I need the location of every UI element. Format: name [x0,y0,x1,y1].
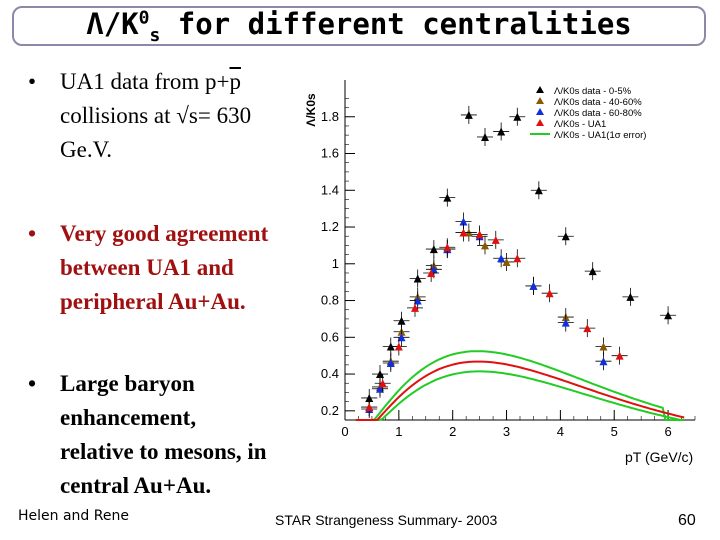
data-point-series-2 [413,296,422,305]
y-tick-label: 1 [332,256,339,271]
data-point-series-3 [443,243,452,252]
data-point-series-3 [513,254,522,263]
data-point-series-0 [464,110,473,119]
data-point-series-0 [481,132,489,141]
legend-entry: Λ/K0s data - 60-80% [554,108,642,119]
legend-marker [536,86,544,93]
data-point-series-0 [513,112,522,121]
x-tick-label: 4 [557,424,564,439]
data-point-series-0 [664,311,673,320]
y-axis-label: Λ/K0s [304,93,318,127]
data-point-series-2 [386,359,395,368]
data-point-series-0 [626,292,635,301]
data-point-series-2 [599,357,608,366]
bullet-dot: • [28,69,37,94]
y-tick-label: 1.2 [321,219,339,234]
lambda-k0s-chart: 0.2 0.4 0.6 0.8 1 1.2 1.4 1.6 1.8 0 1 2 3 4 5 6 pT (GeV/… [304,80,696,465]
bullet-line: between UA1 and [60,255,234,280]
ua1-error-upper-curve [355,350,685,421]
bullet-dot: • [28,371,37,396]
x-tick-label: 0 [341,424,348,439]
y-tick-label: 0.8 [321,293,339,308]
bullet-line: relative to mesons, in [60,439,267,464]
legend-entry: Λ/K0s data - 0-5% [554,86,632,97]
x-tick-label: 3 [503,424,510,439]
y-tick-label: 1.4 [321,182,339,197]
data-point-series-2 [561,318,570,327]
x-axis-label: pT (GeV/c) [625,449,693,465]
x-tick-label: 5 [611,424,618,439]
legend-entry: Λ/K0s - UA1(1σ error) [554,130,646,141]
data-point-series-0 [365,393,374,402]
bullet-line: peripheral Au+Au. [60,289,246,314]
data-point-series-3 [475,230,484,239]
bullet-line: collisions at √s= 630 [60,103,252,128]
y-tick-label: 0.4 [321,366,339,381]
x-tick-label: 6 [664,424,671,439]
data-point-series-3 [545,289,554,298]
data-point-series-2 [376,384,384,393]
data-point-series-3 [459,228,468,237]
data-point-series-3 [491,235,500,244]
footer-title: STAR Strangeness Summary- 2003 [275,512,498,528]
data-point-series-0 [386,342,395,351]
data-point-series-0 [429,245,438,254]
title-box: Λ/K0s for different centralities [12,6,706,46]
legend-marker [536,108,544,115]
data-point-series-0 [497,127,506,136]
data-point-series-1 [599,342,608,351]
data-point-series-3 [365,403,374,412]
ua1-error-lower-curve [355,370,685,421]
data-point-series-2 [459,217,468,226]
data-point-series-0 [443,193,452,202]
legend-entry: Λ/K0s data - 40-60% [554,97,642,108]
bullet-dot: • [28,221,37,246]
y-tick-label: 0.6 [321,329,339,344]
bullet-line: central Au+Au. [60,473,212,498]
bullet-line: Very good agreement [60,221,269,246]
bullet-line: enhancement, [60,405,197,430]
bullet-line: Large baryon [60,371,195,396]
bullet-line: Ge.V. [60,137,112,162]
data-point-series-0 [413,274,422,283]
data-point-series-3 [615,351,624,360]
footer-author: Helen and Rene [18,508,129,524]
data-point-series-3 [411,303,419,312]
data-point-series-1 [502,257,511,266]
y-tick-label: 0.2 [321,403,339,418]
data-point-series-3 [378,379,387,388]
data-point-series-0 [534,186,543,195]
data-point-series-2 [529,281,538,290]
legend-marker [536,97,544,104]
data-point-series-3 [427,268,436,277]
x-tick-label: 1 [395,424,402,439]
ua1-central-curve [355,360,685,421]
data-point-series-0 [588,267,597,276]
legend-entry: Λ/K0s - UA1 [554,119,606,130]
data-point-series-0 [397,316,406,325]
y-tick-label: 1.8 [321,109,339,124]
data-point-series-2 [497,254,506,263]
slide-title: Λ/K0s for different centralities [86,6,632,46]
data-point-series-3 [394,342,403,351]
page-number: 60 [678,512,696,529]
data-point-series-0 [561,232,570,241]
data-point-series-2 [397,333,406,342]
data-point-series-0 [376,370,384,379]
legend-marker [536,119,544,126]
bullet-line: UA1 data from p+p [60,69,241,94]
x-tick-label: 2 [449,424,456,439]
data-point-series-1 [481,241,489,250]
y-tick-label: 1.6 [321,146,339,161]
data-point-series-3 [583,324,592,333]
